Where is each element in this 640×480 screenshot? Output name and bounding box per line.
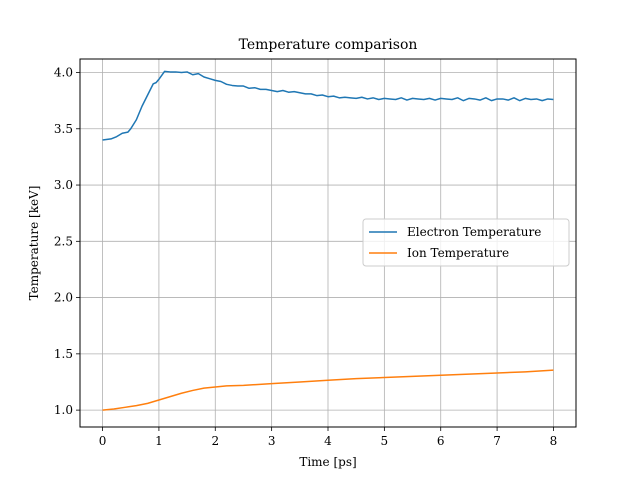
x-tick-label: 6 [437,434,445,448]
y-tick-label: 1.0 [54,403,73,417]
x-tick-label: 2 [211,434,219,448]
chart-title: Temperature comparison [239,37,418,53]
x-tick-label: 4 [324,434,332,448]
x-tick-label: 8 [550,434,558,448]
y-tick-label: 1.5 [54,347,73,361]
y-axis-label: Temperature [keV] [27,186,41,301]
y-tick-label: 3.5 [54,122,73,136]
legend: Electron Temperature Ion Temperature [362,218,570,267]
legend-box [362,218,570,267]
legend-label: Electron Temperature [407,225,541,239]
x-tick-label: 1 [155,434,163,448]
x-tick-label: 5 [381,434,389,448]
x-tick-label: 7 [493,434,501,448]
y-tick-label: 2.5 [54,234,73,248]
y-axis: 1.0 1.5 2.0 2.5 3.0 3.5 4.0 [54,66,80,417]
x-tick-label: 0 [99,434,107,448]
y-tick-label: 4.0 [54,66,73,80]
legend-label: Ion Temperature [407,246,509,260]
x-tick-label: 3 [268,434,276,448]
series-group [102,70,554,411]
series-line-ion-temperature [102,369,554,411]
y-tick-label: 3.0 [54,178,73,192]
x-axis: 0 1 2 3 4 5 6 7 8 [99,427,558,448]
x-axis-label: Time [ps] [299,455,356,469]
series-line-electron-temperature [102,70,554,141]
y-tick-label: 2.0 [54,291,73,305]
